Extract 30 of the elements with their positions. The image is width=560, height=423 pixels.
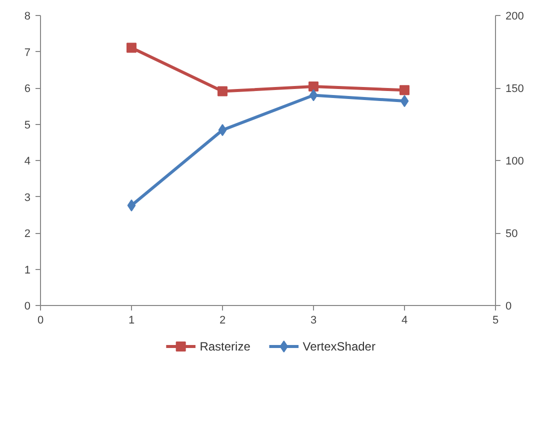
y2-tick-label: 150 <box>506 83 524 95</box>
x-tick-label: 4 <box>401 314 408 326</box>
point <box>127 199 136 212</box>
y-tick-label: 3 <box>24 192 31 204</box>
x-tick-label: 0 <box>37 314 44 326</box>
y-tick-label: 6 <box>24 83 31 95</box>
y-tick-label: 0 <box>24 300 31 312</box>
y-tick-label: 4 <box>24 156 31 168</box>
point <box>400 95 409 108</box>
y2-tick-label: 0 <box>506 300 512 312</box>
x-tick-label: 3 <box>310 314 317 326</box>
y-tick-label: 2 <box>24 228 31 240</box>
x-tick-label: 1 <box>128 314 135 326</box>
point <box>400 85 410 96</box>
y2-tick-label: 200 <box>506 10 524 22</box>
y-tick-label: 5 <box>24 119 31 132</box>
point <box>309 89 318 102</box>
point <box>218 124 227 136</box>
y2-tick-label: 100 <box>506 156 524 168</box>
point <box>308 82 318 92</box>
legend-label: Rasterize <box>200 340 251 354</box>
y-tick-label: 7 <box>24 46 31 59</box>
point <box>218 86 228 96</box>
y-tick-label: 1 <box>24 264 31 276</box>
x-tick-label: 2 <box>219 314 226 326</box>
x-tick-label: 5 <box>492 314 499 326</box>
legend-label: VertexShader <box>302 340 376 354</box>
point <box>126 42 136 53</box>
y2-tick-label: 50 <box>506 228 518 240</box>
y-tick-label: 8 <box>24 10 31 22</box>
